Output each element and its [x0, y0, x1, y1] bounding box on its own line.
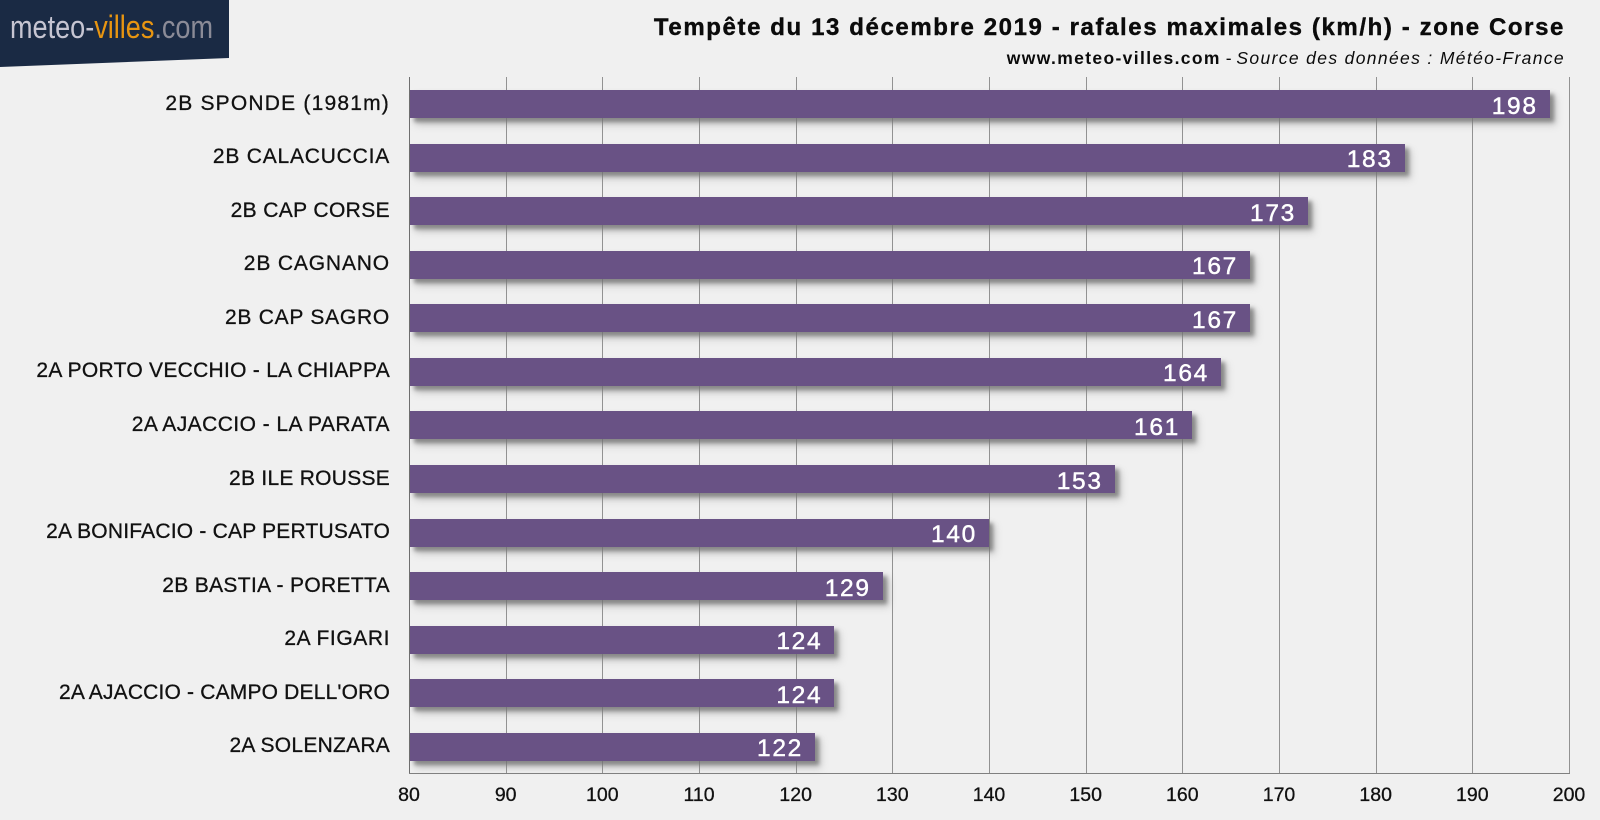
svg-text:meteo-villes.com: meteo-villes.com	[10, 9, 213, 45]
